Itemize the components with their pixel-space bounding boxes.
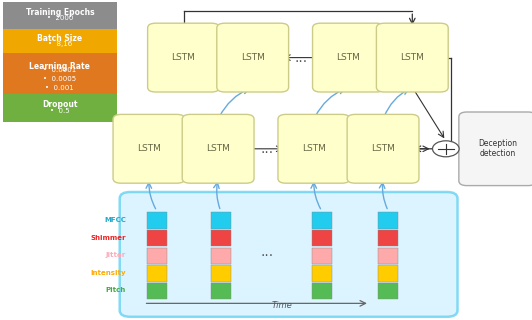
FancyBboxPatch shape [211,265,231,282]
Text: LSTM: LSTM [401,53,424,62]
FancyBboxPatch shape [147,283,167,299]
Text: Training Epochs: Training Epochs [26,8,94,17]
Text: Pitch: Pitch [106,287,126,293]
FancyBboxPatch shape [378,265,398,282]
FancyBboxPatch shape [147,23,219,92]
FancyBboxPatch shape [378,230,398,246]
FancyBboxPatch shape [347,114,419,183]
Text: •  0.5: • 0.5 [50,108,70,114]
Text: LSTM: LSTM [172,53,195,62]
FancyBboxPatch shape [147,212,167,229]
Text: LSTM: LSTM [137,144,161,153]
Text: LSTM: LSTM [337,53,360,62]
Text: ...: ... [294,51,307,65]
Text: LSTM: LSTM [206,144,230,153]
Text: Time: Time [271,301,293,310]
FancyBboxPatch shape [217,23,288,92]
FancyBboxPatch shape [211,248,231,264]
Text: •  2000: • 2000 [47,15,73,21]
Text: Dropout: Dropout [42,100,78,109]
FancyBboxPatch shape [459,112,532,186]
FancyBboxPatch shape [312,212,332,229]
Circle shape [433,141,459,157]
Text: Intensity: Intensity [90,270,126,276]
FancyBboxPatch shape [113,114,185,183]
FancyBboxPatch shape [3,53,117,94]
FancyBboxPatch shape [3,2,117,29]
Text: Jitter: Jitter [106,252,126,258]
FancyBboxPatch shape [211,230,231,246]
FancyBboxPatch shape [182,114,254,183]
FancyBboxPatch shape [278,114,350,183]
Text: MFCC: MFCC [104,217,126,223]
FancyBboxPatch shape [147,230,167,246]
FancyBboxPatch shape [312,283,332,299]
FancyBboxPatch shape [3,29,117,53]
FancyBboxPatch shape [313,23,384,92]
FancyBboxPatch shape [147,248,167,264]
FancyBboxPatch shape [378,248,398,264]
Text: Shimmer: Shimmer [90,235,126,241]
FancyBboxPatch shape [120,192,458,317]
Text: ...: ... [261,245,273,259]
Text: •  0.0001
•  0.0005
•  0.001: • 0.0001 • 0.0005 • 0.001 [43,67,77,91]
Text: LSTM: LSTM [371,144,395,153]
Text: Deception
detection: Deception detection [478,139,517,158]
FancyBboxPatch shape [378,283,398,299]
FancyBboxPatch shape [211,212,231,229]
Text: LSTM: LSTM [302,144,326,153]
FancyBboxPatch shape [378,212,398,229]
FancyBboxPatch shape [376,23,448,92]
FancyBboxPatch shape [312,230,332,246]
Text: ...: ... [261,142,273,156]
FancyBboxPatch shape [312,248,332,264]
FancyBboxPatch shape [3,94,117,122]
Text: •  8,16: • 8,16 [48,41,72,47]
Text: Learning Rate: Learning Rate [29,62,90,71]
Text: LSTM: LSTM [241,53,264,62]
FancyBboxPatch shape [147,265,167,282]
Text: Batch Size: Batch Size [37,34,82,43]
FancyBboxPatch shape [312,265,332,282]
FancyBboxPatch shape [211,283,231,299]
